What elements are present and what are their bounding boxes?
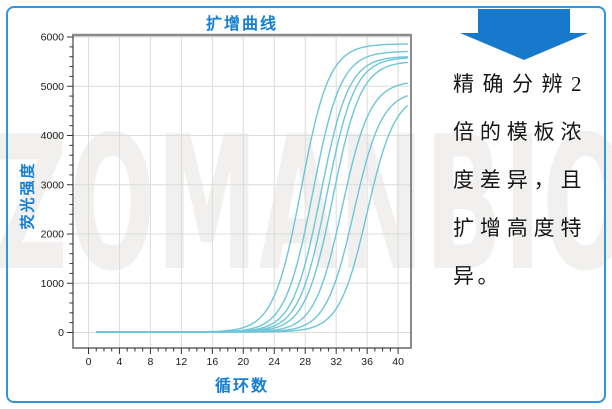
svg-text:36: 36 (361, 356, 373, 368)
callout-panel: 精确分辨2倍的模板浓度差异，且扩增高度特异。 (440, 0, 606, 409)
svg-text:12: 12 (176, 356, 188, 368)
svg-text:2000: 2000 (41, 229, 65, 241)
down-arrow-icon (460, 9, 588, 60)
watermark: ZOMANBIO (0, 96, 612, 312)
svg-text:40: 40 (392, 356, 404, 368)
svg-text:0: 0 (58, 327, 64, 339)
svg-text:1000: 1000 (41, 278, 65, 290)
svg-text:4000: 4000 (41, 130, 65, 142)
svg-text:24: 24 (268, 356, 280, 368)
callout-text: 精确分辨2倍的模板浓度差异，且扩增高度特异。 (453, 72, 585, 288)
svg-text:3000: 3000 (41, 179, 65, 191)
chart-title: 扩增曲线 (205, 16, 278, 33)
svg-text:16: 16 (206, 356, 218, 368)
y-axis-label: 荧光强度 (19, 161, 37, 230)
x-axis-label: 循环数 (214, 378, 269, 395)
svg-text:20: 20 (237, 356, 249, 368)
svg-text:4: 4 (117, 356, 123, 368)
svg-text:0: 0 (86, 356, 92, 368)
svg-text:28: 28 (299, 356, 311, 368)
svg-text:6000: 6000 (41, 32, 65, 44)
svg-text:8: 8 (147, 356, 153, 368)
svg-text:5000: 5000 (41, 81, 65, 93)
svg-text:32: 32 (330, 356, 342, 368)
